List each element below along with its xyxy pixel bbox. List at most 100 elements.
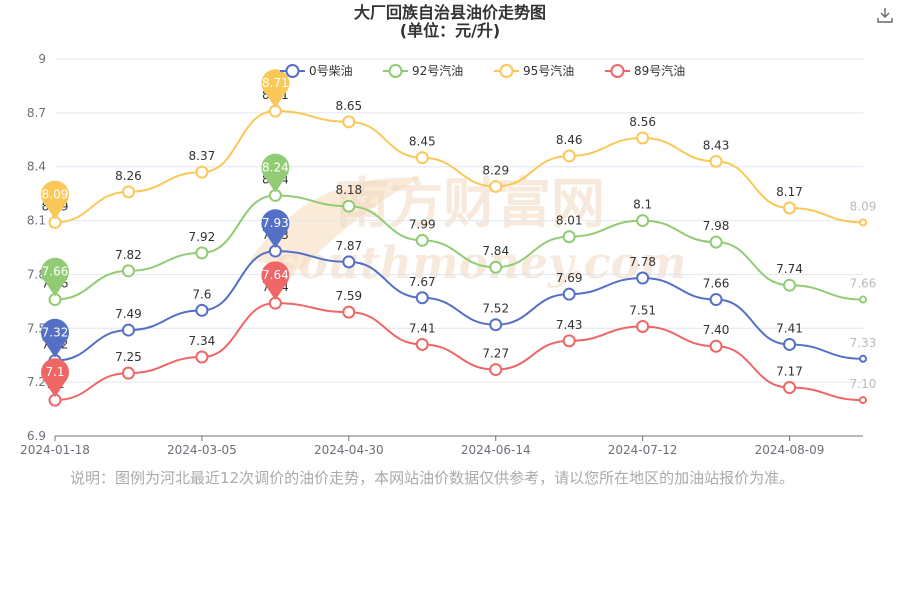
legend: 0号柴油 92号汽油 95号汽油 89号汽油 xyxy=(280,63,685,78)
data-point xyxy=(121,366,135,380)
data-point xyxy=(783,381,797,395)
max-marker xyxy=(261,69,290,109)
series-0: 7.32 7.49 7.6 7.93 7.87 7.67 7.52 7.69 7.78 7.66 7… xyxy=(41,209,877,368)
series-layer: 7.327.497.67.937.877.677.527.697.787.667… xyxy=(41,69,877,407)
data-point xyxy=(636,319,650,333)
min-marker xyxy=(41,257,69,297)
legend-item-1[interactable]: 92号汽油 xyxy=(383,63,463,78)
legend-label: 0号柴油 xyxy=(309,64,353,78)
min-marker xyxy=(41,358,69,398)
min-marker xyxy=(41,180,69,220)
data-point xyxy=(709,293,723,307)
series-line xyxy=(54,110,864,224)
data-label: 8.45 xyxy=(409,135,436,149)
data-point xyxy=(859,354,867,363)
data-label: 7.51 xyxy=(629,303,656,317)
data-label: 8.43 xyxy=(703,138,730,152)
data-label: 7.43 xyxy=(556,318,583,332)
data-label: 7.84 xyxy=(482,244,509,258)
data-point xyxy=(636,214,650,228)
legend-item-3[interactable]: 89号汽油 xyxy=(605,63,685,78)
data-point xyxy=(859,295,867,304)
data-point xyxy=(121,185,135,199)
series-line xyxy=(54,194,864,301)
data-point xyxy=(709,339,723,353)
data-label: 7.98 xyxy=(703,219,730,233)
data-label: 7.33 xyxy=(850,336,877,350)
data-point xyxy=(489,318,503,332)
data-point xyxy=(709,235,723,249)
data-label: 8.37 xyxy=(189,149,216,163)
data-point xyxy=(415,291,429,305)
data-label: 7.82 xyxy=(115,248,142,262)
data-point xyxy=(636,131,650,145)
data-point xyxy=(195,246,209,260)
data-point xyxy=(415,151,429,165)
series-2: 8.09 8.26 8.37 8.71 8.65 8.45 8.29 8.46 8.56 8.43… xyxy=(41,69,877,229)
x-tick-label: 2024-08-09 xyxy=(755,443,825,457)
data-point xyxy=(489,363,503,377)
data-point xyxy=(636,271,650,285)
data-label: 8.1 xyxy=(633,198,652,212)
y-tick-label: 6.9 xyxy=(27,429,46,443)
data-point xyxy=(709,154,723,168)
download-icon[interactable] xyxy=(876,6,894,24)
data-label: 7.49 xyxy=(115,307,142,321)
min-marker-label: 8.09 xyxy=(42,187,69,201)
data-label: 8.46 xyxy=(556,133,583,147)
y-tick-label: 9 xyxy=(38,52,46,66)
data-point xyxy=(489,179,503,193)
data-label: 7.59 xyxy=(335,289,362,303)
legend-item-2[interactable]: 95号汽油 xyxy=(494,63,574,78)
data-point xyxy=(342,199,356,213)
data-point xyxy=(195,165,209,179)
legend-symbol xyxy=(499,64,514,78)
disclaimer-note: 说明：图例为河北最近12次调价的油价走势，本网站油价数据仅供参考，请以您所在地区… xyxy=(70,469,795,487)
data-label: 7.27 xyxy=(482,347,509,361)
legend-item-0[interactable]: 0号柴油 xyxy=(280,64,353,78)
data-label: 7.66 xyxy=(850,277,877,291)
max-marker-label: 8.71 xyxy=(262,76,289,90)
max-marker-label: 7.64 xyxy=(262,268,289,282)
legend-symbol xyxy=(285,64,300,78)
data-label: 7.10 xyxy=(850,377,877,391)
y-tick-label: 8.4 xyxy=(27,160,46,174)
x-tick-label: 2024-04-30 xyxy=(314,443,384,457)
data-label: 7.87 xyxy=(335,239,362,253)
data-point xyxy=(562,149,576,163)
legend-label: 92号汽油 xyxy=(412,63,463,78)
max-marker xyxy=(261,209,290,249)
data-label: 7.78 xyxy=(629,255,656,269)
data-label: 8.65 xyxy=(335,99,362,113)
x-tick-label: 2024-01-18 xyxy=(20,443,90,457)
legend-symbol xyxy=(610,64,625,78)
data-point xyxy=(195,303,209,317)
data-label: 8.17 xyxy=(776,185,803,199)
data-label: 7.66 xyxy=(703,277,730,291)
data-point xyxy=(489,260,503,274)
data-label: 8.01 xyxy=(556,214,583,228)
y-tick-label: 8.7 xyxy=(27,106,46,120)
x-tick-label: 2024-07-12 xyxy=(608,443,678,457)
data-point xyxy=(415,337,429,351)
data-point xyxy=(342,255,356,269)
max-marker xyxy=(261,261,290,301)
data-label: 8.09 xyxy=(850,199,877,213)
data-point xyxy=(859,218,867,227)
data-label: 7.99 xyxy=(409,217,436,231)
data-label: 7.69 xyxy=(556,271,583,285)
data-point xyxy=(121,323,135,337)
data-point xyxy=(342,115,356,129)
data-label: 7.34 xyxy=(189,334,216,348)
chart-subtitle: (单位：元/升) xyxy=(399,21,501,40)
legend-label: 89号汽油 xyxy=(634,63,685,78)
max-marker-label: 7.93 xyxy=(262,216,289,230)
series-line xyxy=(54,302,864,402)
chart-title: 大厂回族自治县油价走势图 xyxy=(353,3,546,22)
min-marker-label: 7.66 xyxy=(42,265,69,279)
axes: 2024-01-18 2024-03-05 2024-04-30 2024-06-14… xyxy=(20,435,863,457)
data-point xyxy=(783,201,797,215)
watermark-text-cn: 南方财富网 xyxy=(335,172,605,235)
series-line xyxy=(54,250,864,362)
